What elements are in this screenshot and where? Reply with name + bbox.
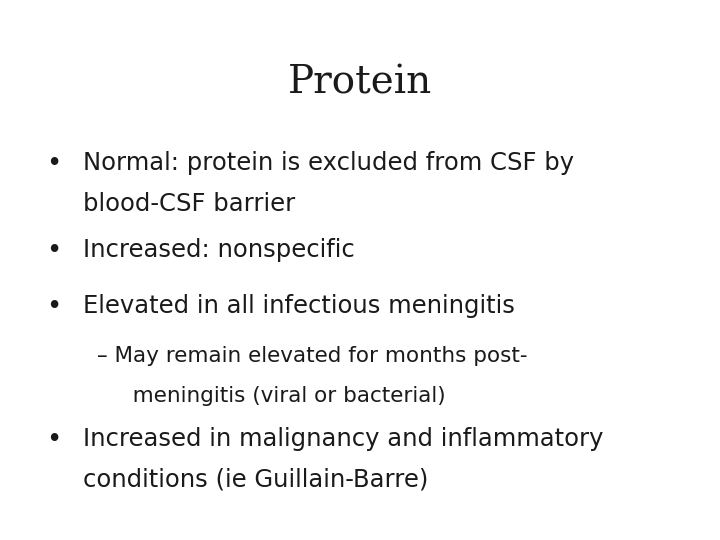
Text: – May remain elevated for months post-: – May remain elevated for months post- — [97, 346, 528, 366]
Text: meningitis (viral or bacterial): meningitis (viral or bacterial) — [112, 386, 445, 406]
Text: •: • — [46, 294, 62, 320]
Text: conditions (ie Guillain-Barre): conditions (ie Guillain-Barre) — [83, 467, 428, 491]
Text: Increased in malignancy and inflammatory: Increased in malignancy and inflammatory — [83, 427, 603, 450]
Text: •: • — [46, 238, 62, 264]
Text: Normal: protein is excluded from CSF by: Normal: protein is excluded from CSF by — [83, 151, 574, 175]
Text: Elevated in all infectious meningitis: Elevated in all infectious meningitis — [83, 294, 515, 318]
Text: •: • — [46, 151, 62, 177]
Text: blood-CSF barrier: blood-CSF barrier — [83, 192, 295, 215]
Text: Protein: Protein — [288, 65, 432, 102]
Text: Increased: nonspecific: Increased: nonspecific — [83, 238, 354, 261]
Text: •: • — [46, 427, 62, 453]
